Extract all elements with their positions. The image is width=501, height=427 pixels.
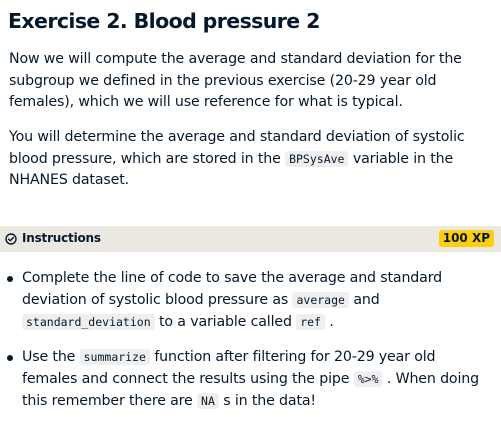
instruction-text: to a variable called (159, 314, 292, 330)
instruction-text: and (353, 292, 379, 308)
exercise-description: Now we will compute the average and stan… (9, 49, 495, 114)
xp-badge: 100 XP (439, 230, 494, 247)
instructions-label: Instructions (22, 231, 101, 245)
code-bpsysave: BPSysAve (285, 151, 348, 167)
code-summarize: summarize (80, 349, 150, 365)
code-average: average (292, 292, 348, 308)
exercise-context: You will determine the average and stand… (9, 127, 495, 192)
code-na: NA (197, 393, 219, 409)
code-pipe: %>% (354, 371, 383, 387)
instruction-text: s in the data! (223, 393, 316, 409)
exercise-title: Exercise 2. Blood pressure 2 (8, 9, 320, 33)
check-circle-icon (5, 233, 17, 245)
instruction-item: Use the summarize function after filteri… (0, 347, 488, 412)
instruction-item: Complete the line of code to save the av… (0, 268, 488, 333)
instruction-text: Use the (22, 349, 75, 365)
code-standard-deviation: standard_deviation (22, 314, 155, 330)
instruction-text: . (329, 314, 333, 330)
instruction-list: Complete the line of code to save the av… (0, 268, 501, 427)
instructions-header: Instructions 100 XP (0, 226, 501, 252)
code-ref: ref (296, 314, 325, 330)
